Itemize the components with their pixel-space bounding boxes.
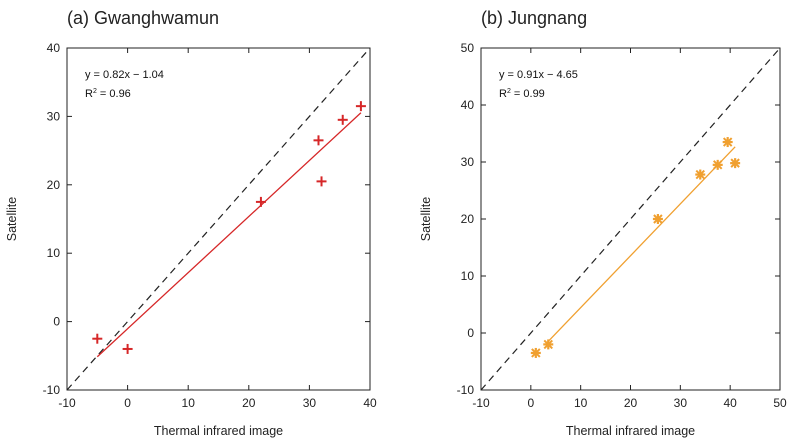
chart2-ytick-label: 50 (461, 41, 475, 55)
chart2-point (543, 339, 554, 350)
chart2-ytick-label: 10 (461, 269, 475, 283)
chart2-point (530, 347, 541, 358)
chart2-point (712, 159, 723, 170)
chart1-one-to-one-line (67, 48, 370, 390)
chart1-ylabel: Satellite (5, 197, 19, 242)
chart2-xtick-label: 40 (723, 396, 737, 410)
chart1-point (316, 176, 327, 187)
chart1-r-squared: R2 = 0.96 (85, 88, 131, 100)
chart1-point (337, 114, 348, 125)
chart1-xlabel: Thermal infrared image (154, 424, 283, 438)
chart2-equation: y = 0.91x − 4.65 (499, 69, 578, 81)
chart2-fit-line (545, 146, 736, 345)
chart1-panel: (a) Gwanghwamun -10 0 10 20 30 40 -10 0 10 20 30 40 T… (5, 8, 377, 438)
chart2-xtick-label: 10 (574, 396, 588, 410)
chart2-xtick-label: 30 (674, 396, 688, 410)
chart1-point (355, 101, 366, 112)
chart1-fit-line (96, 112, 362, 358)
chart1-xtick-label: 20 (242, 396, 256, 410)
chart2-xtick-label: 0 (527, 396, 534, 410)
chart1-equation: y = 0.82x − 1.04 (85, 69, 164, 81)
chart2-ytick-label: 30 (461, 155, 475, 169)
chart2-xtick-label: 50 (773, 396, 787, 410)
chart2-xtick-label: 20 (624, 396, 638, 410)
chart2-r-squared: R2 = 0.99 (499, 88, 545, 100)
chart1-point (255, 196, 266, 207)
chart2-ytick-label: -10 (457, 383, 475, 397)
chart2-panel: (b) Jungnang -10 0 10 20 30 40 50 -10 0 10 20 30 40 50… (419, 8, 787, 438)
chart1-title: (a) Gwanghwamun (67, 8, 219, 28)
chart2-point (730, 158, 741, 169)
chart1-xtick-label: 40 (363, 396, 377, 410)
chart1-xtick-label: 10 (182, 396, 196, 410)
chart2-title: (b) Jungnang (481, 8, 587, 28)
chart1-ytick-label: 40 (47, 41, 61, 55)
chart1-ytick-label: 10 (47, 246, 61, 260)
chart2-point (722, 137, 733, 148)
chart1-ytick-label: 0 (53, 315, 60, 329)
chart2-one-to-one-line (481, 48, 780, 390)
chart1-point (92, 333, 103, 344)
chart2-xlabel: Thermal infrared image (566, 424, 695, 438)
chart1-ytick-label: 20 (47, 178, 61, 192)
chart1-point (122, 343, 133, 354)
chart1-ytick-label: -10 (43, 383, 61, 397)
chart1-ytick-label: 30 (47, 109, 61, 123)
chart1-xtick-label: 0 (124, 396, 131, 410)
chart1-xtick-label: -10 (58, 396, 76, 410)
chart2-ylabel: Satellite (419, 197, 433, 242)
chart1-xtick-label: 30 (303, 396, 317, 410)
chart2-ytick-label: 20 (461, 212, 475, 226)
chart2-point (652, 214, 663, 224)
chart2-ytick-label: 0 (467, 326, 474, 340)
chart2-ytick-label: 40 (461, 98, 475, 112)
chart2-point (695, 169, 706, 180)
chart1-frame (66, 47, 371, 391)
chart2-xtick-label: -10 (472, 396, 490, 410)
chart1-point (313, 135, 324, 146)
